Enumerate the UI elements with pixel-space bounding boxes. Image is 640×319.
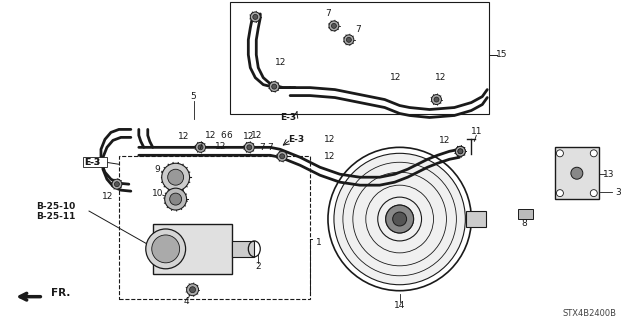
Circle shape — [332, 23, 337, 28]
Bar — [153, 224, 232, 274]
Text: 3: 3 — [615, 188, 621, 197]
Circle shape — [458, 149, 463, 154]
Text: 6: 6 — [227, 131, 232, 140]
Text: 1: 1 — [316, 238, 322, 248]
Circle shape — [168, 169, 184, 185]
Circle shape — [556, 150, 563, 157]
Text: 12: 12 — [251, 131, 262, 140]
Text: E-3: E-3 — [84, 158, 100, 167]
Circle shape — [393, 212, 406, 226]
Circle shape — [344, 35, 354, 45]
Text: 14: 14 — [394, 301, 405, 310]
Circle shape — [280, 154, 285, 159]
Text: 12: 12 — [324, 135, 335, 144]
Text: 7: 7 — [325, 10, 331, 19]
Circle shape — [196, 142, 205, 152]
Text: 12: 12 — [324, 152, 335, 161]
Text: E-3: E-3 — [280, 113, 296, 122]
Text: 7: 7 — [355, 26, 361, 34]
Circle shape — [590, 190, 597, 197]
Circle shape — [170, 193, 182, 205]
Text: 13: 13 — [603, 170, 614, 179]
Text: 15: 15 — [497, 50, 508, 59]
Circle shape — [162, 163, 189, 191]
Text: 12: 12 — [205, 131, 216, 140]
Text: 5: 5 — [191, 92, 196, 101]
Bar — [518, 209, 533, 219]
Circle shape — [431, 94, 442, 105]
Text: 9: 9 — [155, 165, 161, 174]
Text: 12: 12 — [275, 58, 286, 67]
Text: 7: 7 — [259, 143, 265, 152]
Circle shape — [334, 153, 465, 285]
Text: 11: 11 — [470, 127, 482, 136]
Circle shape — [272, 84, 276, 89]
Circle shape — [112, 179, 122, 189]
Text: B-25-11: B-25-11 — [36, 211, 76, 220]
Text: 7: 7 — [198, 142, 204, 151]
Circle shape — [189, 287, 196, 293]
Circle shape — [329, 21, 339, 31]
Circle shape — [198, 145, 203, 150]
Text: FR.: FR. — [51, 288, 70, 298]
Text: 2: 2 — [255, 262, 261, 271]
Circle shape — [386, 205, 413, 233]
Circle shape — [146, 229, 186, 269]
Bar — [83, 157, 107, 167]
Text: STX4B2400B: STX4B2400B — [563, 309, 617, 318]
Bar — [119, 156, 310, 299]
Text: 10: 10 — [152, 189, 163, 198]
Circle shape — [152, 235, 180, 263]
Circle shape — [253, 14, 258, 19]
Text: 12: 12 — [435, 73, 446, 82]
Text: B-25-10: B-25-10 — [36, 202, 76, 211]
Circle shape — [244, 142, 254, 152]
Bar — [555, 147, 599, 199]
Circle shape — [269, 82, 279, 92]
Text: 12: 12 — [439, 136, 450, 145]
Circle shape — [247, 145, 252, 150]
Text: 4: 4 — [184, 297, 189, 306]
Circle shape — [556, 190, 563, 197]
Text: E-3: E-3 — [84, 158, 100, 167]
Text: E-3: E-3 — [288, 135, 304, 144]
Text: 12: 12 — [215, 142, 226, 151]
Text: 12: 12 — [243, 132, 254, 141]
Circle shape — [456, 146, 465, 156]
Text: 12: 12 — [390, 73, 401, 82]
Circle shape — [456, 146, 465, 156]
Circle shape — [115, 182, 120, 187]
Circle shape — [458, 149, 463, 154]
Bar — [232, 241, 254, 257]
Text: 8: 8 — [521, 219, 527, 228]
Bar — [467, 211, 486, 227]
Circle shape — [277, 151, 287, 161]
Text: 7: 7 — [268, 143, 273, 152]
Text: 12: 12 — [178, 132, 189, 141]
Circle shape — [250, 12, 260, 22]
Circle shape — [346, 37, 351, 42]
Circle shape — [590, 150, 597, 157]
Circle shape — [164, 188, 187, 210]
Text: 6: 6 — [221, 131, 227, 140]
Circle shape — [571, 167, 583, 179]
Circle shape — [434, 97, 439, 102]
Bar — [230, 2, 489, 115]
Circle shape — [187, 284, 198, 296]
Text: 12: 12 — [102, 192, 114, 201]
